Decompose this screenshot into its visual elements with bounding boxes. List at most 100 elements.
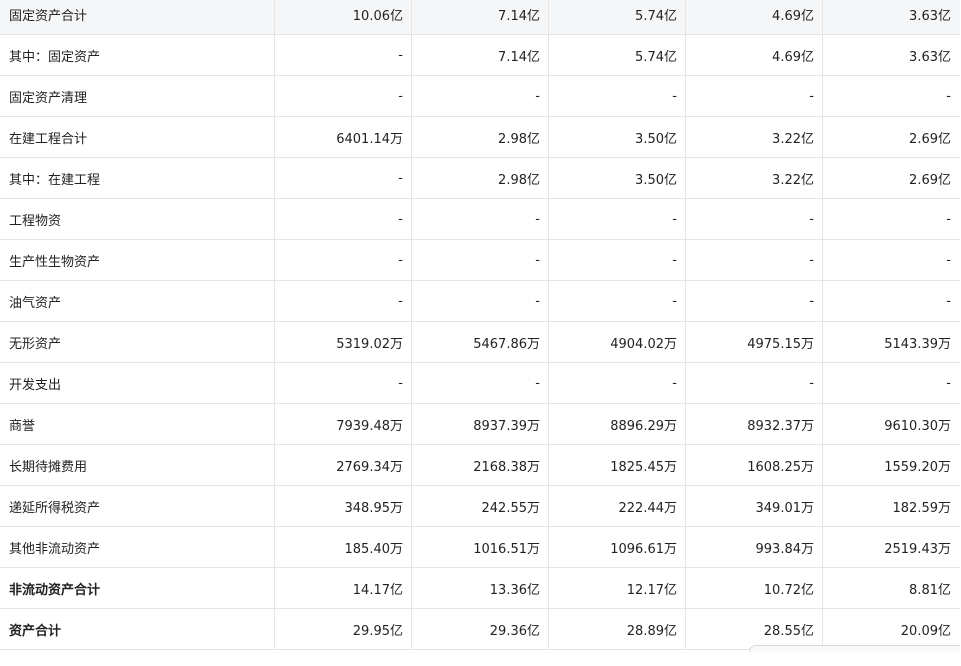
row-value: - (412, 199, 549, 239)
row-value: 2.69亿 (909, 131, 951, 147)
row-value: 993.84万 (686, 527, 823, 567)
row-value: 185.40万 (275, 527, 412, 567)
row-value: 3.63亿 (909, 8, 951, 24)
row-label: 其中：固定资产 (0, 35, 275, 75)
table-row: 在建工程合计 6401.14万 2.98亿 3.50亿 3.22亿 2.69亿 (0, 117, 960, 158)
row-value: 348.95万 (275, 486, 412, 526)
row-value: - (686, 363, 823, 403)
row-value: - (412, 281, 549, 321)
row-label: 生产性生物资产 (0, 240, 275, 280)
row-value: - (686, 281, 823, 321)
row-value: 8.81亿 (909, 582, 951, 598)
table-row: 其中：在建工程 - 2.98亿 3.50亿 3.22亿 2.69亿 (0, 158, 960, 199)
row-value: - (549, 76, 686, 116)
row-label: 资产合计 (0, 609, 275, 649)
row-value: - (946, 252, 951, 268)
row-value: 7.14亿 (412, 35, 549, 75)
row-value: - (549, 363, 686, 403)
row-value: 29.95亿 (275, 609, 412, 649)
horizontal-scroll-hint[interactable] (749, 645, 960, 652)
row-value: - (412, 240, 549, 280)
row-value: 29.36亿 (412, 609, 549, 649)
row-value: 4975.15万 (686, 322, 823, 362)
row-value: 2.98亿 (412, 117, 549, 157)
row-value: 4.69亿 (686, 35, 823, 75)
row-value: - (946, 293, 951, 309)
row-value: - (686, 76, 823, 116)
table-row: 开发支出 - - - - - (0, 363, 960, 404)
row-value: - (412, 76, 549, 116)
row-label: 固定资产清理 (0, 76, 275, 116)
row-value: 1559.20万 (884, 459, 951, 475)
table-row-subtotal: 非流动资产合计 14.17亿 13.36亿 12.17亿 10.72亿 8.81… (0, 568, 960, 609)
row-label: 在建工程合计 (0, 117, 275, 157)
row-value: - (275, 76, 412, 116)
row-value: 2168.38万 (412, 445, 549, 485)
row-value: 12.17亿 (549, 568, 686, 608)
table-row: 商誉 7939.48万 8937.39万 8896.29万 8932.37万 9… (0, 404, 960, 445)
row-value: - (549, 199, 686, 239)
row-value: 3.22亿 (686, 158, 823, 198)
row-value: 5143.39万 (884, 336, 951, 352)
row-value: 2769.34万 (275, 445, 412, 485)
row-value: 349.01万 (686, 486, 823, 526)
row-label: 其他非流动资产 (0, 527, 275, 567)
row-value: 9610.30万 (884, 418, 951, 434)
row-value: - (946, 375, 951, 391)
row-label: 油气资产 (0, 281, 275, 321)
row-label: 无形资产 (0, 322, 275, 362)
row-value: 7.14亿 (412, 0, 549, 34)
row-value: - (549, 240, 686, 280)
row-value: - (686, 240, 823, 280)
row-value: 1016.51万 (412, 527, 549, 567)
row-label: 工程物资 (0, 199, 275, 239)
row-value: 182.59万 (892, 500, 952, 516)
row-value: 2519.43万 (884, 541, 951, 557)
table-row: 固定资产合计 10.06亿 7.14亿 5.74亿 4.69亿 3.63亿 (0, 0, 960, 35)
row-value: - (686, 199, 823, 239)
table-row: 其他非流动资产 185.40万 1016.51万 1096.61万 993.84… (0, 527, 960, 568)
table-row: 长期待摊费用 2769.34万 2168.38万 1825.45万 1608.2… (0, 445, 960, 486)
row-label: 非流动资产合计 (0, 568, 275, 608)
row-value: 5.74亿 (549, 0, 686, 34)
row-value: 8932.37万 (686, 404, 823, 444)
row-value: 6401.14万 (275, 117, 412, 157)
row-value: - (946, 88, 951, 104)
row-value: 8937.39万 (412, 404, 549, 444)
row-value: - (549, 281, 686, 321)
row-value: 20.09亿 (900, 623, 951, 639)
row-value: - (275, 35, 412, 75)
row-value: - (275, 199, 412, 239)
table-row: 固定资产清理 - - - - - (0, 76, 960, 117)
table-row: 工程物资 - - - - - (0, 199, 960, 240)
row-label: 固定资产合计 (0, 0, 275, 34)
row-value: 28.55亿 (686, 609, 823, 649)
row-label: 其中：在建工程 (0, 158, 275, 198)
row-value: 28.89亿 (549, 609, 686, 649)
row-label: 递延所得税资产 (0, 486, 275, 526)
row-value: 3.22亿 (686, 117, 823, 157)
row-label: 开发支出 (0, 363, 275, 403)
row-value: 242.55万 (412, 486, 549, 526)
row-value: 1608.25万 (686, 445, 823, 485)
row-value: 5.74亿 (549, 35, 686, 75)
row-label: 商誉 (0, 404, 275, 444)
row-value: 4904.02万 (549, 322, 686, 362)
row-value: 1825.45万 (549, 445, 686, 485)
row-value: 10.06亿 (275, 0, 412, 34)
table-row-total: 资产合计 29.95亿 29.36亿 28.89亿 28.55亿 20.09亿 (0, 609, 960, 650)
row-value: - (412, 363, 549, 403)
table-row: 无形资产 5319.02万 5467.86万 4904.02万 4975.15万… (0, 322, 960, 363)
row-value: 222.44万 (549, 486, 686, 526)
row-value: 3.50亿 (549, 158, 686, 198)
table-row: 生产性生物资产 - - - - - (0, 240, 960, 281)
row-label: 长期待摊费用 (0, 445, 275, 485)
row-value: - (946, 211, 951, 227)
row-value: - (275, 281, 412, 321)
row-value: 5467.86万 (412, 322, 549, 362)
row-value: 2.98亿 (412, 158, 549, 198)
row-value: - (275, 363, 412, 403)
table-row: 油气资产 - - - - - (0, 281, 960, 322)
balance-sheet-table: 固定资产合计 10.06亿 7.14亿 5.74亿 4.69亿 3.63亿 其中… (0, 0, 960, 652)
row-value: - (275, 158, 412, 198)
